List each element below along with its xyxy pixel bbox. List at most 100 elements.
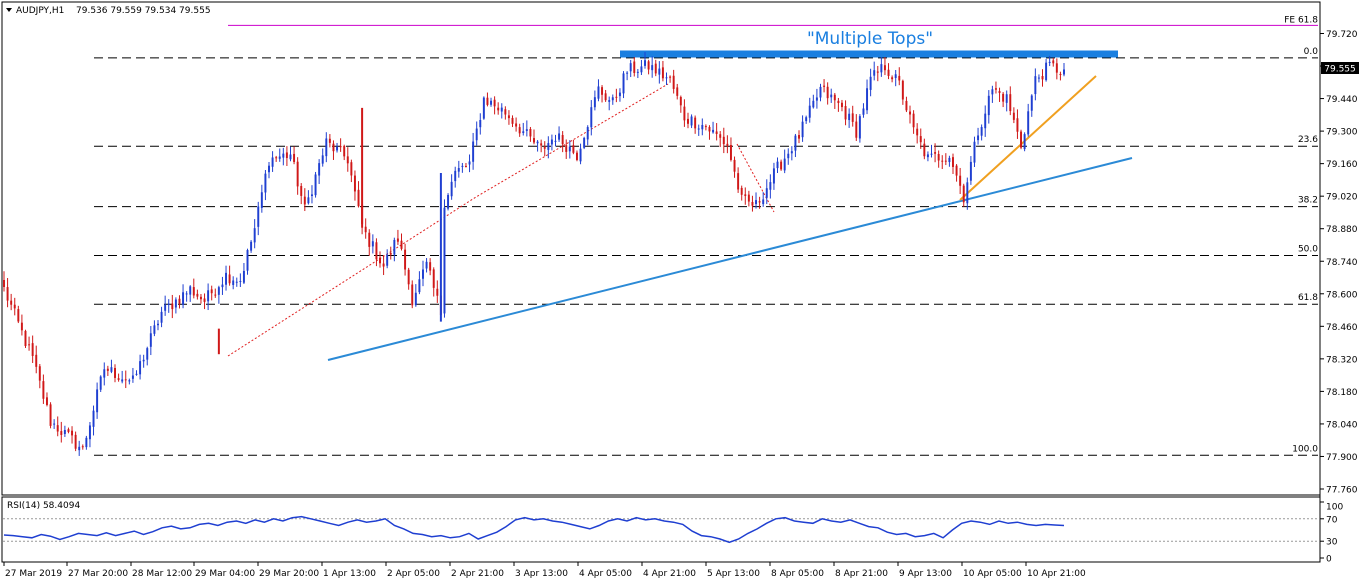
candle-body bbox=[873, 70, 876, 76]
candle-body bbox=[78, 446, 81, 451]
y-tick-label: 78.740 bbox=[1326, 258, 1358, 268]
rsi-panel[interactable] bbox=[1, 496, 1321, 563]
candle-body bbox=[146, 348, 149, 360]
candle-body bbox=[572, 145, 575, 153]
candlestick-series bbox=[3, 52, 1065, 456]
time-axis[interactable]: 27 Mar 2019 27 Mar 20:00 28 Mar 12:00 29 Ma… bbox=[3, 562, 1086, 579]
candle-body bbox=[246, 250, 249, 271]
x-tick-label: 10 Apr 21:00 bbox=[1027, 569, 1086, 579]
zigzag-pullback[interactable] bbox=[736, 143, 775, 213]
candle-body bbox=[661, 67, 664, 79]
candle-body bbox=[350, 162, 353, 176]
candle-body bbox=[694, 117, 697, 129]
candle-body bbox=[744, 194, 747, 196]
candle-body bbox=[271, 157, 274, 167]
candle-body bbox=[676, 87, 679, 96]
candle-body bbox=[382, 263, 385, 267]
short-term-support-line[interactable] bbox=[959, 75, 1097, 201]
y-tick-label: 78.600 bbox=[1326, 290, 1358, 300]
candle-body bbox=[1030, 95, 1033, 111]
candle-body bbox=[368, 232, 371, 247]
candle-body bbox=[894, 74, 897, 79]
candle-body bbox=[3, 280, 5, 287]
candle-body bbox=[690, 116, 693, 126]
candle-body bbox=[318, 163, 321, 176]
candle-body bbox=[855, 121, 858, 138]
dropdown-triangle-icon[interactable] bbox=[6, 8, 12, 12]
candle-body bbox=[891, 77, 894, 80]
rsi-scale-label: 0 bbox=[1326, 555, 1332, 565]
candle-body bbox=[418, 279, 421, 293]
candle-body bbox=[937, 153, 940, 161]
candle-body bbox=[88, 425, 91, 440]
candle-body bbox=[765, 188, 768, 198]
candle-body bbox=[386, 254, 389, 266]
candle-body bbox=[92, 410, 95, 427]
candle-body bbox=[139, 361, 142, 375]
x-tick-label: 27 Mar 20:00 bbox=[68, 569, 128, 579]
candle-body bbox=[941, 160, 944, 162]
candle-body bbox=[164, 304, 167, 311]
rsi-label: RSI(14) 58.4094 bbox=[7, 501, 80, 511]
candle-body bbox=[529, 128, 532, 137]
candle-body bbox=[110, 367, 113, 372]
candle-body bbox=[500, 107, 503, 112]
candle-body bbox=[131, 375, 134, 379]
price-panel[interactable] bbox=[1, 1, 1321, 496]
y-tick-label: 79.020 bbox=[1326, 193, 1358, 203]
candle-body bbox=[1037, 77, 1040, 79]
rsi-scale-label: 30 bbox=[1326, 538, 1338, 548]
candle-body bbox=[447, 194, 450, 209]
candle-body bbox=[454, 170, 457, 182]
candle-body bbox=[952, 157, 954, 167]
candle-body bbox=[962, 185, 965, 203]
candle-body bbox=[704, 126, 707, 128]
candle-body bbox=[722, 136, 725, 145]
candle-body bbox=[85, 437, 88, 448]
candle-body bbox=[998, 91, 1001, 93]
candle-body bbox=[568, 146, 571, 152]
rsi-scale-label: 70 bbox=[1326, 515, 1338, 525]
rsi-scale-label: 100 bbox=[1326, 503, 1343, 513]
candle-body bbox=[776, 161, 779, 169]
candle-body bbox=[364, 226, 367, 233]
candle-body bbox=[883, 65, 886, 71]
candle-body bbox=[905, 100, 908, 111]
candle-body bbox=[135, 373, 138, 375]
x-tick-label: 29 Mar 20:00 bbox=[259, 569, 319, 579]
candle-body bbox=[1012, 112, 1015, 120]
candle-body bbox=[608, 100, 611, 102]
candle-body bbox=[833, 94, 836, 101]
candle-body bbox=[192, 287, 195, 296]
candle-body bbox=[63, 429, 66, 434]
price-axis[interactable]: 79.72079.58079.44079.30079.16079.02078.8… bbox=[1320, 30, 1358, 496]
y-tick-label: 79.720 bbox=[1326, 30, 1358, 40]
candle-body bbox=[160, 311, 163, 323]
fibonacci-levels[interactable]: FE 61.8 0.0 23.6 38.2 50.0 61.8 100.0 bbox=[94, 15, 1318, 456]
rising-support-line[interactable] bbox=[327, 157, 1133, 361]
candle-body bbox=[848, 113, 851, 121]
candle-body bbox=[994, 88, 997, 90]
candle-body bbox=[432, 269, 435, 288]
y-tick-label: 77.760 bbox=[1326, 486, 1358, 496]
candle-body bbox=[629, 63, 632, 72]
candle-body bbox=[411, 284, 414, 306]
candle-body bbox=[182, 292, 185, 305]
candle-body bbox=[199, 296, 202, 300]
y-tick-label: 79.300 bbox=[1326, 128, 1358, 138]
candle-body bbox=[815, 97, 818, 101]
candle-body bbox=[303, 196, 306, 205]
ohlc-values: 79.536 79.559 79.534 79.555 bbox=[76, 6, 211, 16]
candle-body bbox=[203, 298, 206, 302]
candle-body bbox=[490, 100, 493, 105]
y-tick-label: 79.440 bbox=[1326, 95, 1358, 105]
candle-body bbox=[221, 284, 224, 288]
candle-body bbox=[1016, 118, 1019, 132]
candle-body bbox=[805, 117, 808, 122]
candle-body bbox=[96, 389, 99, 413]
x-tick-label: 3 Apr 13:00 bbox=[515, 569, 568, 579]
candle-body bbox=[758, 201, 761, 203]
trendlines[interactable] bbox=[227, 50, 1133, 361]
